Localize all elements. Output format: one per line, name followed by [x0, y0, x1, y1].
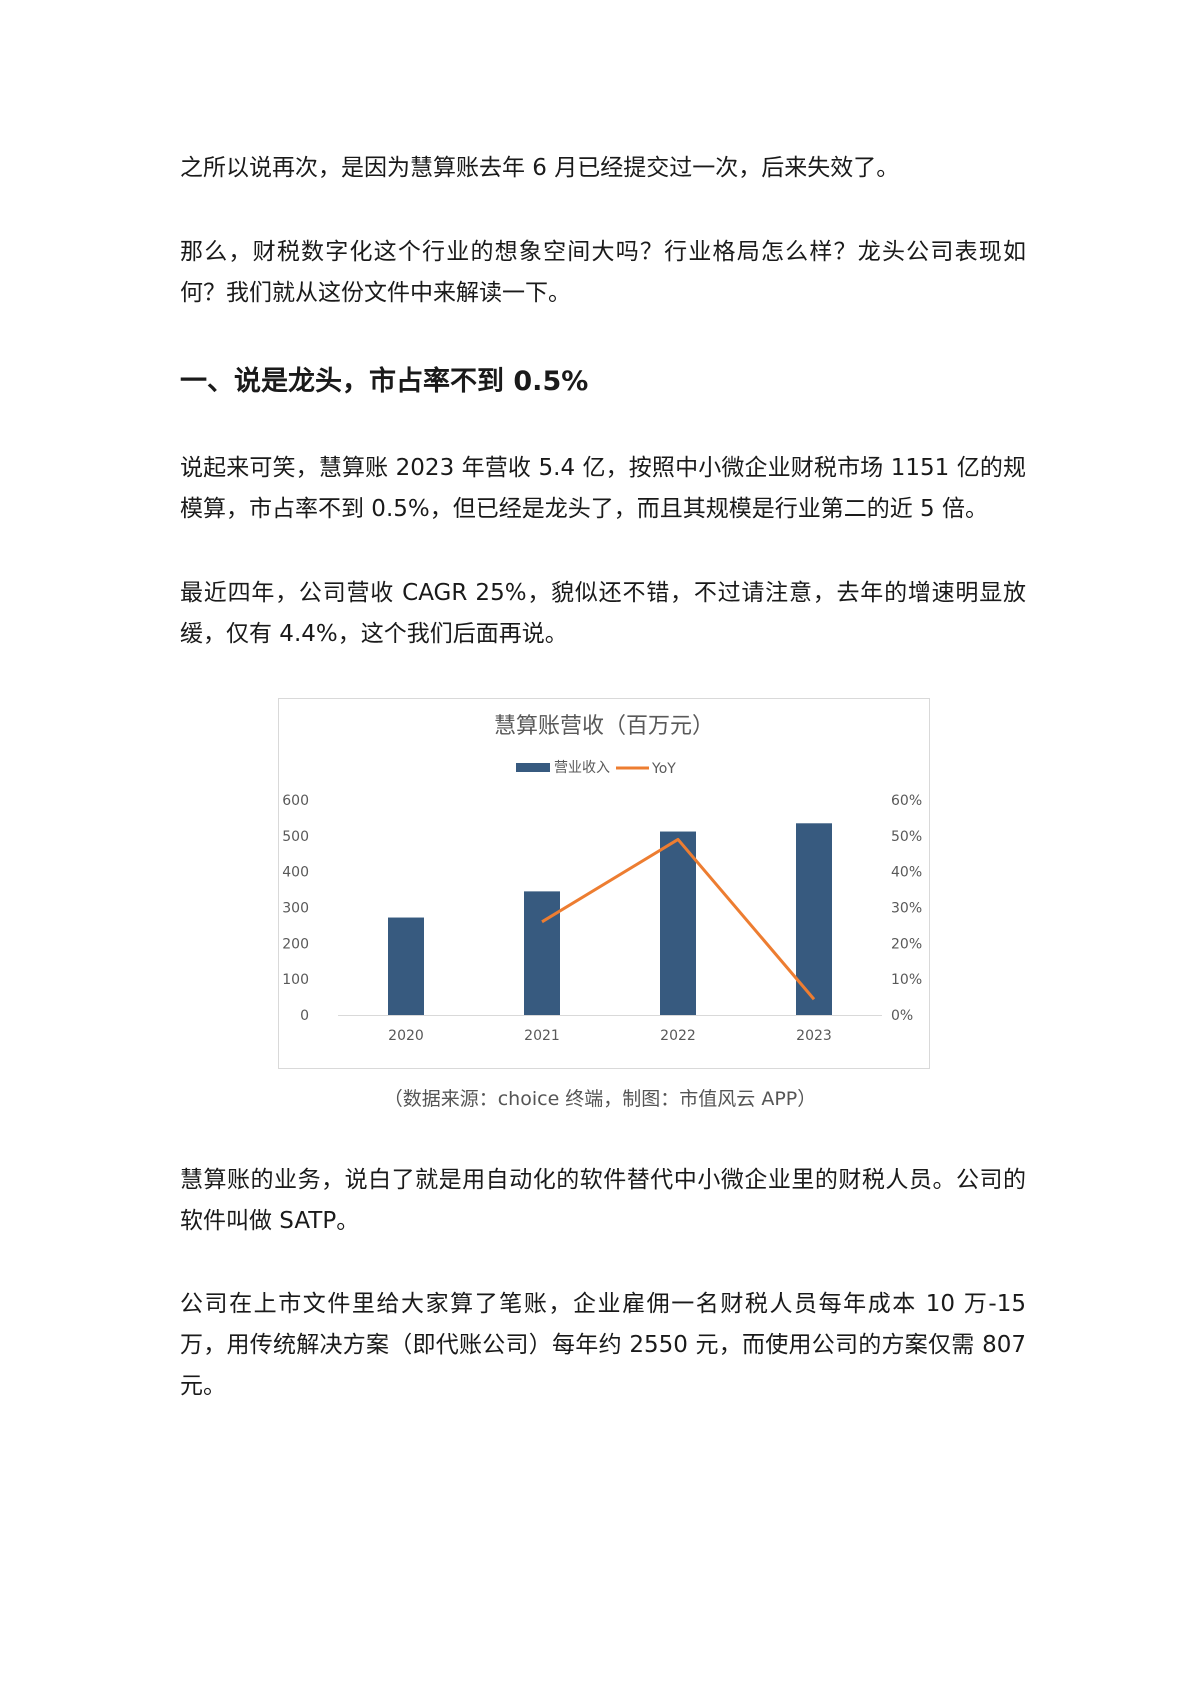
bar-2022	[660, 831, 696, 1015]
chart-title: 慧算账营收（百万元）	[494, 714, 714, 739]
paragraph-business: 慧算账的业务，说白了就是用自动化的软件替代中小微企业里的财税人员。公司的软件叫做…	[180, 1167, 1026, 1234]
revenue-chart: 慧算账营收（百万元） 营业收入 YoY 0 100 200 300 400 500 600 0…	[278, 698, 930, 1069]
legend-label-yoy: YoY	[651, 761, 676, 777]
x-tick-label: 2020	[388, 1028, 424, 1044]
x-tick-label: 2022	[660, 1028, 696, 1044]
y-left-tick-label: 0	[300, 1008, 309, 1024]
y-right-tick-label: 0%	[891, 1008, 913, 1024]
y-right-tick-label: 50%	[891, 829, 922, 845]
legend-label-revenue: 营业收入	[554, 760, 610, 776]
paragraph-cost: 公司在上市文件里给大家算了笔账，企业雇佣一名财税人员每年成本 10 万-15 万…	[180, 1291, 1026, 1399]
chart-svg: 慧算账营收（百万元） 营业收入 YoY 0 100 200 300 400 500 600 0…	[282, 714, 922, 1044]
y-right-tick-label: 20%	[891, 936, 922, 952]
y-right-tick-label: 40%	[891, 865, 922, 881]
y-left-tick-label: 400	[282, 865, 309, 881]
bar-2020	[388, 917, 424, 1015]
y-right-tick-label: 10%	[891, 972, 922, 988]
bar-2021	[524, 891, 560, 1015]
y-left-tick-label: 200	[282, 936, 309, 952]
y-right-tick-label: 30%	[891, 901, 922, 917]
paragraph-cagr: 最近四年，公司营收 CAGR 25%，貌似还不错，不过请注意，去年的增速明显放缓…	[180, 580, 1026, 647]
section-heading: 一、说是龙头，市占率不到 0.5%	[180, 366, 589, 397]
x-tick-label: 2021	[524, 1028, 560, 1044]
paragraph-questions: 那么，财税数字化这个行业的想象空间大吗？行业格局怎么样？龙头公司表现如何？我们就…	[180, 239, 1026, 306]
y-right-tick-label: 60%	[891, 793, 922, 809]
y-left-tick-label: 600	[282, 793, 309, 809]
y-left-tick-label: 300	[282, 901, 309, 917]
y-left-tick-label: 100	[282, 972, 309, 988]
legend: 营业收入 YoY	[516, 760, 676, 777]
paragraph-resubmission: 之所以说再次，是因为慧算账去年 6 月已经提交过一次，后来失效了。	[180, 155, 900, 181]
legend-swatch-revenue	[516, 763, 550, 772]
paragraph-market-share: 说起来可笑，慧算账 2023 年营收 5.4 亿，按照中小微企业财税市场 115…	[180, 455, 1026, 522]
x-tick-label: 2023	[796, 1028, 832, 1044]
y-left-tick-label: 500	[282, 829, 309, 845]
chart-caption: （数据来源：choice 终端，制图：市值风云 APP）	[383, 1088, 817, 1110]
